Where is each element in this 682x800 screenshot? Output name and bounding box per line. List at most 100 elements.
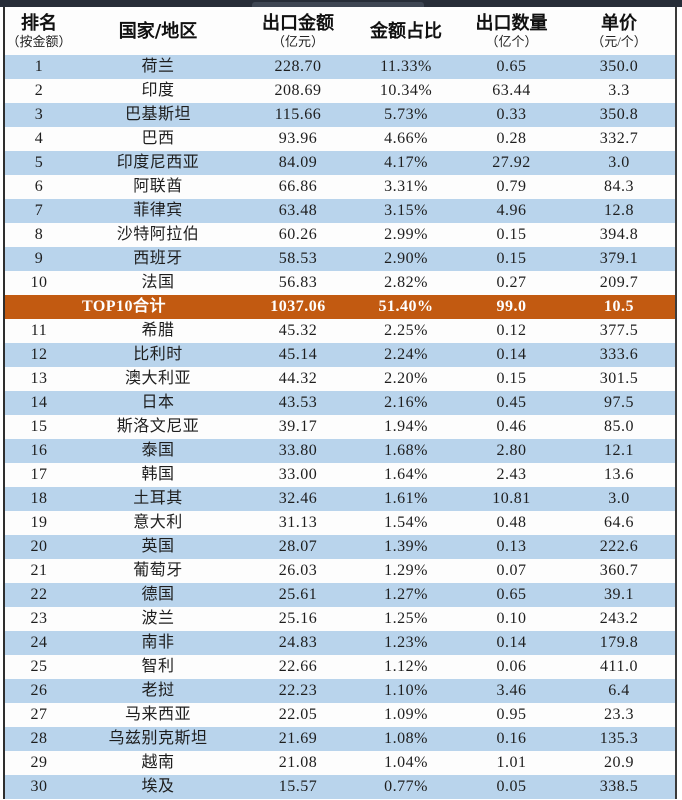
country-cell: 意大利	[133, 514, 183, 531]
column-header-export-quantity-sublabel: （亿个）	[485, 34, 538, 49]
rank-cell: 30	[30, 778, 48, 795]
quantity-cell: 0.28	[496, 130, 527, 147]
rank-cell: 17	[30, 466, 48, 483]
table-row-29: 29 越南 21.08 1.04% 1.01 20.9	[5, 751, 675, 775]
rank-cell: 23	[30, 610, 48, 627]
table-row-27: 27 马来西亚 22.05 1.09% 0.95 23.3	[5, 703, 675, 727]
column-header-rank-sublabel: （按金额）	[6, 34, 72, 49]
price-cell: 209.7	[599, 274, 639, 291]
rank-cell: 2	[34, 82, 44, 99]
table-row-26: 26 老挝 22.23 1.10% 3.46 6.4	[5, 679, 675, 703]
quantity-cell: 0.10	[496, 610, 527, 627]
table-row-2: 2 印度 208.69 10.34% 63.44 3.3	[5, 79, 675, 103]
country-cell: 斯洛文尼亚	[116, 418, 200, 435]
rank-cell: 4	[34, 130, 44, 147]
top-bar-notch	[252, 2, 424, 7]
price-cell: 332.7	[599, 130, 639, 147]
country-cell: 沙特阿拉伯	[116, 226, 200, 243]
price-cell: 20.9	[604, 754, 634, 771]
share-cell: 2.90%	[384, 250, 428, 267]
country-cell: 英国	[141, 538, 175, 555]
country-cell: 希腊	[141, 322, 175, 339]
table-row-6: 6 阿联酋 66.86 3.31% 0.79 84.3	[5, 175, 675, 199]
quantity-cell: 27.92	[492, 154, 531, 171]
share-cell: 1.61%	[384, 490, 428, 507]
rank-cell: 24	[30, 634, 48, 651]
price-cell: 394.8	[599, 226, 639, 243]
table-row-22: 22 德国 25.61 1.27% 0.65 39.1	[5, 583, 675, 607]
table-row-5: 5 印度尼西亚 84.09 4.17% 27.92 3.0	[5, 151, 675, 175]
country-cell: 日本	[141, 394, 175, 411]
table-row-10: 10 法国 56.83 2.82% 0.27 209.7	[5, 271, 675, 295]
quantity-cell: 0.16	[496, 730, 527, 747]
amount-cell: 56.83	[278, 274, 318, 291]
share-cell: 2.24%	[384, 346, 428, 363]
amount-cell: 32.46	[278, 490, 318, 507]
share-cell: 1.64%	[384, 466, 428, 483]
share-cell: 1.54%	[384, 514, 428, 531]
price-cell: 377.5	[599, 322, 639, 339]
table-row-24: 24 南非 24.83 1.23% 0.14 179.8	[5, 631, 675, 655]
country-cell: 西班牙	[133, 250, 183, 267]
rank-cell: 6	[34, 178, 44, 195]
amount-cell: 22.66	[278, 658, 318, 675]
quantity-cell: 0.05	[496, 778, 527, 795]
amount-cell: 58.53	[278, 250, 318, 267]
quantity-cell: 2.43	[496, 466, 527, 483]
price-cell: 360.7	[599, 562, 639, 579]
share-cell: 1.10%	[384, 682, 428, 699]
price-cell: 179.8	[599, 634, 639, 651]
share-cell: 1.12%	[384, 658, 428, 675]
country-cell: 马来西亚	[124, 706, 191, 723]
price-cell: 64.6	[604, 514, 634, 531]
table-body: 1 荷兰 228.70 11.33% 0.65 350.0 2 印度 208.69 10.34% 6…	[5, 55, 675, 799]
amount-cell: 44.32	[278, 370, 318, 387]
country-cell: 埃及	[141, 778, 175, 795]
share-cell: 2.82%	[384, 274, 428, 291]
amount-cell: 26.03	[278, 562, 318, 579]
amount-cell: 15.57	[278, 778, 318, 795]
table-row-12: 12 比利时 45.14 2.24% 0.14 333.6	[5, 343, 675, 367]
share-cell: 1.27%	[384, 586, 428, 603]
rank-cell: 29	[30, 754, 48, 771]
price-cell: 3.0	[608, 490, 630, 507]
country-cell: 葡萄牙	[133, 562, 183, 579]
table-row-3: 3 巴基斯坦 115.66 5.73% 0.33 350.8	[5, 103, 675, 127]
rank-cell: 1	[34, 58, 44, 75]
amount-cell: 33.80	[278, 442, 318, 459]
share-cell: 11.33%	[380, 58, 432, 75]
price-cell: 333.6	[599, 346, 639, 363]
rank-cell: 18	[30, 490, 48, 507]
share-cell: 1.29%	[384, 562, 428, 579]
table-row-1: 1 荷兰 228.70 11.33% 0.65 350.0	[5, 55, 675, 79]
amount-cell: 60.26	[278, 226, 318, 243]
amount-cell: 45.14	[278, 346, 318, 363]
share-cell: 0.77%	[384, 778, 428, 795]
table-row-30: 30 埃及 15.57 0.77% 0.05 338.5	[5, 775, 675, 799]
price-cell: 3.3	[608, 82, 630, 99]
table-row-7: 7 菲律宾 63.48 3.15% 4.96 12.8	[5, 199, 675, 223]
rank-cell: 8	[34, 226, 44, 243]
country-cell: 南非	[141, 634, 175, 651]
share-cell: 1.68%	[384, 442, 428, 459]
quantity-cell: 0.45	[496, 394, 527, 411]
export-ranking-table: 排名 （按金额） 国家/地区 出口金额 （亿元） 金额占比 出口数量 （亿个） …	[3, 7, 677, 799]
amount-cell: 66.86	[278, 178, 318, 195]
country-cell: 韩国	[141, 466, 175, 483]
table-row-19: 19 意大利 31.13 1.54% 0.48 64.6	[5, 511, 675, 535]
rank-cell: 19	[30, 514, 48, 531]
price-cell: 23.3	[604, 706, 634, 723]
column-header-export-amount-label: 出口金额	[262, 13, 334, 34]
price-cell: 3.0	[608, 154, 630, 171]
window-top-bar	[0, 0, 682, 7]
share-cell: 2.16%	[384, 394, 428, 411]
quantity-cell: 0.15	[496, 226, 527, 243]
price-cell: 39.1	[604, 586, 634, 603]
country-cell: 泰国	[141, 442, 175, 459]
rank-cell: 5	[34, 154, 44, 171]
quantity-cell: 0.65	[496, 58, 527, 75]
rank-cell: 11	[30, 322, 48, 339]
price-cell: 350.0	[599, 58, 639, 75]
table-row-17: 17 韩国 33.00 1.64% 2.43 13.6	[5, 463, 675, 487]
amount-cell: 21.69	[278, 730, 318, 747]
